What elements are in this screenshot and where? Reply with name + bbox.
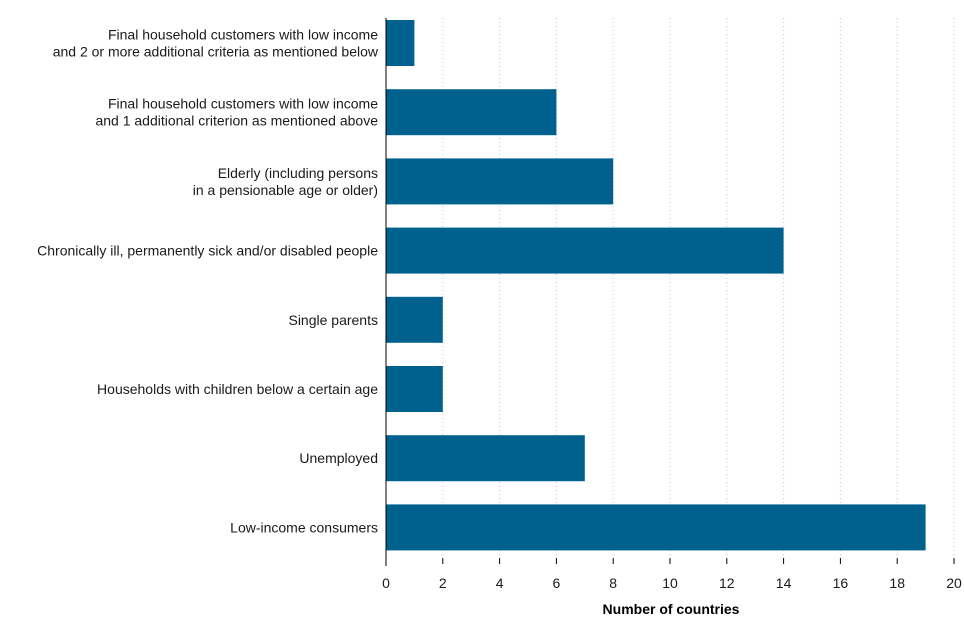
category-label: Elderly (including persons in a pensionab…	[193, 165, 378, 198]
x-tick-label: 14	[776, 575, 792, 591]
category-label-line: Unemployed	[299, 450, 378, 466]
bar	[386, 366, 443, 412]
bar	[386, 158, 614, 205]
category-label: Unemployed	[299, 450, 378, 466]
bar	[386, 20, 415, 66]
category-label-line: in a pensionable age or older)	[193, 182, 378, 198]
x-tick-label: 10	[662, 575, 678, 591]
category-label-line: and 2 or more additional criteria as men…	[53, 44, 379, 60]
category-label: Final household customers with low incom…	[95, 96, 378, 129]
category-label-line: Chronically ill, permanently sick and/or…	[37, 243, 378, 259]
category-label-line: Single parents	[288, 312, 378, 328]
category-label-line: Households with children below a certain…	[97, 381, 378, 397]
x-tick-label: 8	[609, 575, 617, 591]
category-label-line: Final household customers with low incom…	[108, 96, 378, 112]
x-tick-label: 6	[553, 575, 561, 591]
category-label-line: Low-income consumers	[230, 519, 378, 535]
category-label-line: Final household customers with low incom…	[108, 27, 378, 43]
category-label-line: Elderly (including persons	[218, 165, 378, 181]
category-label: Single parents	[288, 312, 378, 328]
x-axis: 0 2 4 6 8 10 12 14 16 18 20	[382, 18, 962, 591]
category-label: Low-income consumers	[230, 519, 378, 535]
bars	[386, 20, 926, 551]
x-tick-label: 18	[889, 575, 905, 591]
x-tick-label: 2	[439, 575, 447, 591]
x-tick-label: 0	[382, 575, 390, 591]
x-tick-label: 12	[719, 575, 735, 591]
x-tick-label: 16	[833, 575, 849, 591]
x-axis-title: Number of countries	[603, 601, 740, 617]
category-label: Chronically ill, permanently sick and/or…	[37, 243, 378, 259]
category-label-line: and 1 additional criterion as mentioned …	[95, 113, 378, 129]
category-label: Households with children below a certain…	[97, 381, 378, 397]
bar	[386, 435, 585, 482]
bar	[386, 89, 557, 136]
x-tick-label: 4	[496, 575, 504, 591]
category-label: Final household customers with low incom…	[53, 27, 379, 60]
bar	[386, 296, 443, 343]
bar	[386, 504, 926, 551]
category-labels: Final household customers with low incom…	[37, 27, 379, 536]
bar	[386, 227, 784, 274]
x-tick-label: 20	[946, 575, 962, 591]
